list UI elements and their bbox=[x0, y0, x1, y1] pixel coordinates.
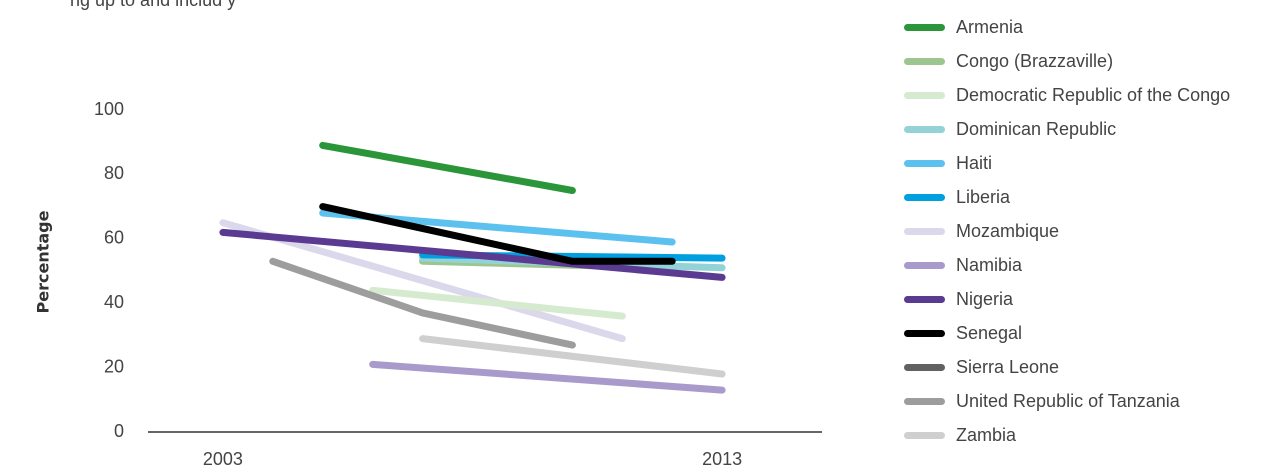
legend-item: Democratic Republic of the Congo bbox=[904, 78, 1230, 112]
legend-label: Democratic Republic of the Congo bbox=[956, 84, 1231, 105]
legend-swatch bbox=[904, 57, 945, 65]
legend-swatch bbox=[904, 329, 945, 337]
legend-swatch bbox=[904, 363, 945, 371]
legend-swatch bbox=[904, 295, 945, 303]
series-line-mozambique bbox=[219, 219, 626, 343]
legend-item: Sierra Leone bbox=[904, 350, 1230, 384]
legend-label: Sierra Leone bbox=[956, 356, 1060, 377]
series-lines bbox=[219, 141, 726, 394]
legend-swatch bbox=[904, 91, 945, 99]
y-tick-label-2: 40 bbox=[104, 292, 124, 312]
legend-label: United Republic of Tanzania bbox=[956, 390, 1180, 411]
legend-swatch bbox=[904, 261, 945, 269]
legend-swatch bbox=[904, 431, 945, 439]
legend-label: Liberia bbox=[956, 186, 1011, 207]
legend-label: Senegal bbox=[956, 322, 1023, 343]
legend-label: Namibia bbox=[956, 254, 1023, 275]
series-line-united-republic-of-tanzania bbox=[269, 257, 576, 349]
series-line-namibia bbox=[369, 360, 726, 394]
y-axis-ticks: 0 20 40 60 80 100 bbox=[94, 99, 124, 441]
y-tick-label-1: 20 bbox=[104, 356, 124, 376]
legend-swatch bbox=[904, 227, 945, 235]
legend-item: Liberia bbox=[904, 180, 1230, 214]
series-line-nigeria bbox=[219, 228, 726, 281]
x-tick-label-0: 2003 bbox=[203, 449, 243, 468]
legend-swatch bbox=[904, 23, 945, 31]
y-tick-label-0: 0 bbox=[114, 421, 124, 441]
legend-label: Nigeria bbox=[956, 288, 1014, 309]
legend-label: Dominican Republic bbox=[956, 118, 1117, 139]
truncated-subtitle: ng up to and includ y bbox=[70, 0, 237, 10]
legend-swatch bbox=[904, 159, 945, 167]
legend-item: Zambia bbox=[904, 418, 1230, 452]
legend-swatch bbox=[904, 397, 945, 405]
line-chart: 0 20 40 60 80 100 2003 2013 Percentage bbox=[34, 99, 822, 468]
legend-swatch bbox=[904, 125, 945, 133]
legend-item: Dominican Republic bbox=[904, 112, 1230, 146]
legend-item: United Republic of Tanzania bbox=[904, 384, 1230, 418]
legend-item: Mozambique bbox=[904, 214, 1230, 248]
legend: Armenia Congo (Brazzaville) Democratic Rep… bbox=[904, 10, 1230, 452]
series-line-armenia bbox=[319, 141, 576, 194]
y-axis-label: Percentage bbox=[34, 210, 53, 313]
legend-item: Senegal bbox=[904, 316, 1230, 350]
y-tick-label-4: 80 bbox=[104, 163, 124, 183]
legend-item: Haiti bbox=[904, 146, 1230, 180]
x-tick-label-1: 2013 bbox=[702, 449, 742, 468]
legend-label: Mozambique bbox=[956, 220, 1060, 241]
series-line-democratic-republic-of-the-congo bbox=[369, 286, 626, 320]
series-line-zambia bbox=[419, 335, 726, 378]
legend-label: Zambia bbox=[956, 424, 1017, 445]
y-tick-label-5: 100 bbox=[94, 99, 124, 119]
legend-item: Nigeria bbox=[904, 282, 1230, 316]
y-tick-label-3: 60 bbox=[104, 228, 124, 248]
legend-label: Congo (Brazzaville) bbox=[956, 50, 1114, 71]
legend-item: Congo (Brazzaville) bbox=[904, 44, 1230, 78]
x-axis-ticks: 2003 2013 bbox=[203, 449, 742, 468]
series-line-senegal bbox=[319, 203, 676, 265]
legend-item: Armenia bbox=[904, 10, 1230, 44]
legend-item: Namibia bbox=[904, 248, 1230, 282]
legend-label: Haiti bbox=[956, 152, 993, 173]
legend-swatch bbox=[904, 193, 945, 201]
legend-label: Armenia bbox=[956, 16, 1024, 37]
